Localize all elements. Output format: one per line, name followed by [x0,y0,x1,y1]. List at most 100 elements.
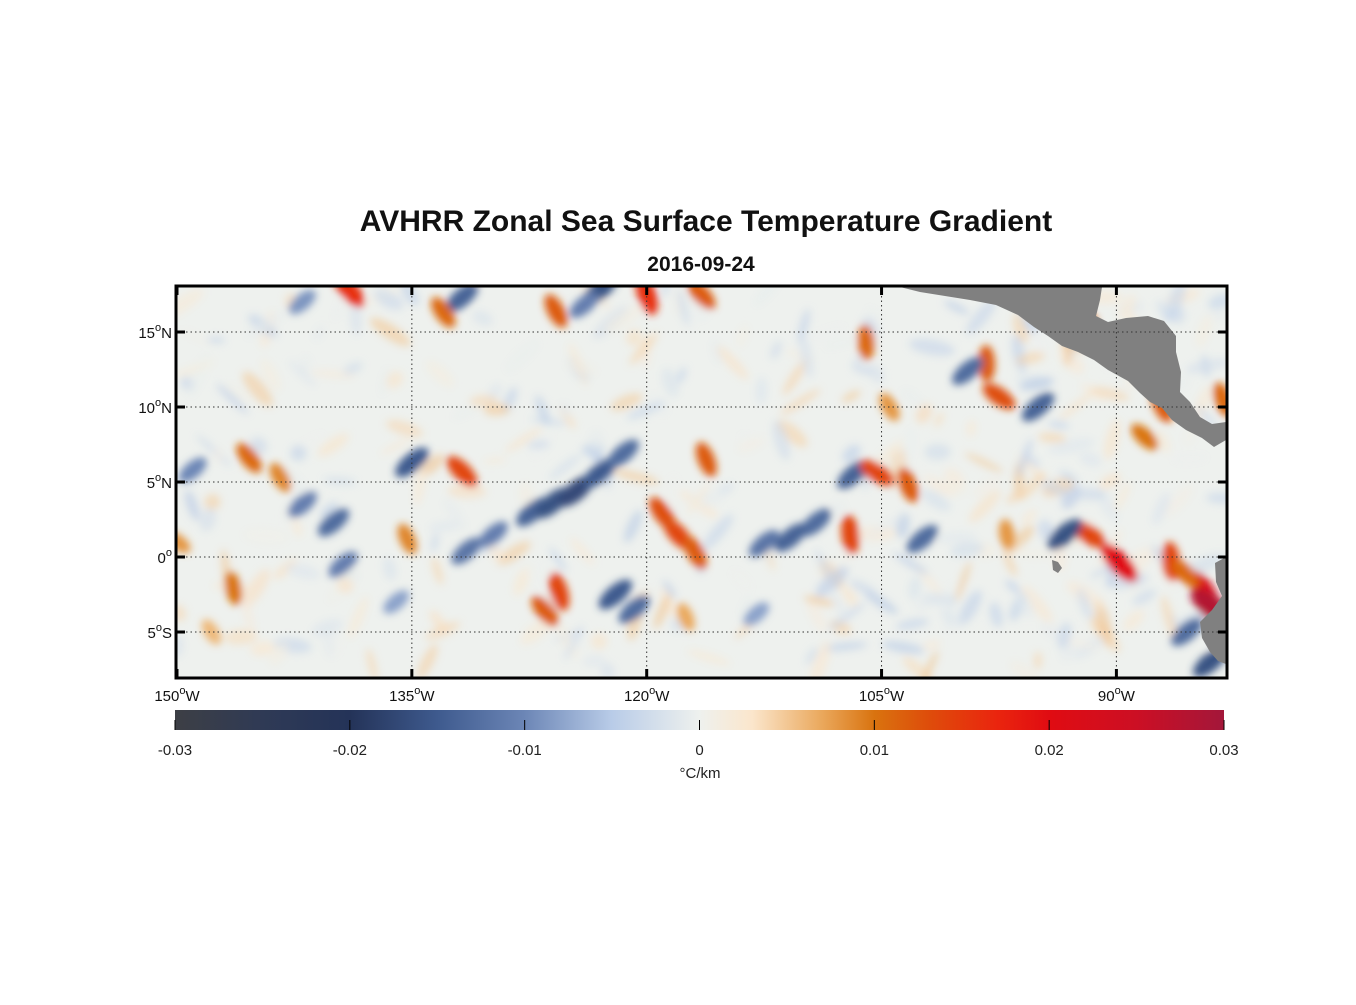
gradient-speckle [590,633,608,650]
gradient-speckle [626,400,666,420]
gradient-speckle [893,552,929,575]
gradient-feature [582,458,617,488]
gradient-speckle [908,575,922,600]
gradient-feature [1171,559,1200,588]
gradient-speckle [1161,595,1176,639]
gradient-speckle [483,403,510,416]
gradient-speckle [472,310,493,326]
gradient-speckle [1123,609,1145,631]
gradient-speckle [711,339,723,364]
gradient-speckle [921,489,951,511]
gradient-speckle [380,438,411,456]
gradient-speckle [1006,525,1035,554]
gradient-speckle [735,324,749,348]
gradient-feature [446,456,478,487]
gradient-feature [841,514,860,555]
gradient-speckle [600,662,615,677]
gradient-speckle [535,395,550,426]
gradient-speckle [518,482,534,506]
gradient-speckle [583,655,606,667]
gradient-speckle [428,520,461,532]
gradient-speckle [290,445,307,462]
gradient-speckle [1171,454,1209,464]
gradient-speckle [603,304,645,333]
gradient-speckle [1021,509,1036,527]
gradient-feature [982,383,1016,410]
gradient-feature [177,531,191,553]
gradient-speckle [380,366,390,396]
gradient-feature [978,345,995,382]
gradient-speckle [249,437,268,455]
gradient-speckle [865,307,883,319]
gradient-speckle [483,457,507,464]
gradient-feature [451,537,482,565]
latitude-tick-label: 15oN [138,322,172,342]
gradient-feature [683,535,707,570]
longitude-tick-label: 150oW [154,685,200,705]
gradient-speckle [1206,492,1226,504]
gradient-feature [743,602,770,626]
gradient-speckle [702,514,734,551]
colorbar-tick-label: -0.03 [158,742,192,759]
gradient-speckle [922,474,956,497]
gradient-speckle [772,420,790,461]
gradient-feature [287,491,317,518]
gradient-speckle [224,383,253,404]
gradient-speckle [805,646,818,665]
gradient-speckle [1079,452,1102,467]
gradient-feature [224,571,242,606]
gradient-speckle [242,597,255,633]
gradient-feature [897,467,919,503]
gradient-speckle [965,453,1003,473]
gradient-feature [431,297,456,328]
gradient-speckle [1048,420,1070,430]
gradient-speckle [568,342,589,387]
gradient-speckle [224,629,258,645]
gradient-feature [857,324,875,361]
gradient-speckle [934,412,945,427]
gradient-speckle [676,367,687,384]
gradient-speckle [426,360,455,388]
gradient-feature [774,523,807,552]
gradient-speckle [613,469,660,485]
gradient-speckle [1155,430,1171,453]
south-america-land [1200,557,1226,664]
gradient-speckle [520,617,553,645]
gradient-speckle [1005,548,1052,559]
gradient-speckle [765,549,776,571]
gradient-speckle [849,579,877,596]
gradient-speckle [538,560,556,576]
gradient-speckle [292,518,303,537]
gradient-speckle [1026,454,1041,468]
gradient-speckle [662,580,677,599]
gradient-speckle [589,429,605,452]
gradient-feature [695,442,717,477]
gradient-speckle [958,590,982,625]
gradient-speckle [184,490,200,521]
gradient-speckle [268,641,289,666]
gradient-speckle [370,317,411,347]
gradient-speckle [623,509,643,543]
latitude-tick-label: 10oN [138,397,172,417]
gradient-speckle [939,609,963,629]
latitude-axis: 15oN 10oN 5oN 0o 5oS [138,322,1227,642]
gradient-speckle [1164,287,1186,323]
gradient-speckle [285,563,321,580]
gradient-speckle [347,596,369,639]
gradient-speckle [1182,553,1226,576]
gradient-speckle [366,648,378,677]
gradient-speckle [716,345,749,380]
gradient-speckle [310,369,356,379]
gradient-speckle [385,371,404,389]
gradient-speckle [1005,579,1021,595]
gradient-speckle [867,364,885,383]
gradient-speckle [313,324,325,341]
gradient-feature [269,462,292,493]
gradient-speckle [814,548,837,589]
gradient-speckle [955,561,971,602]
gradient-speckle [718,482,735,495]
galapagos-islands [1052,560,1062,573]
gradient-speckle [667,474,680,510]
